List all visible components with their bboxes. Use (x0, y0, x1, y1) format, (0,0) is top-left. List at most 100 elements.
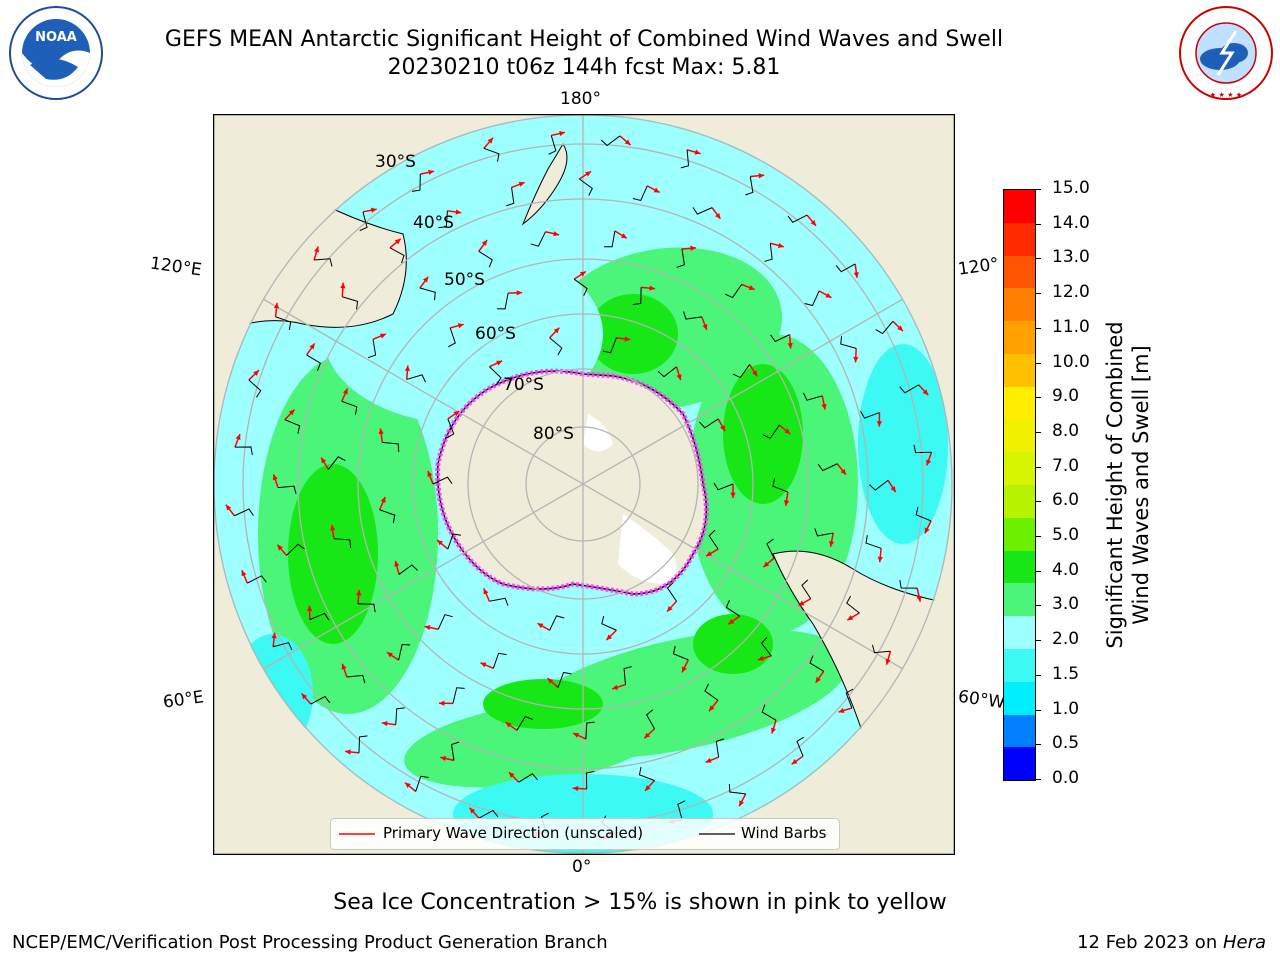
wave-arrow-head (235, 434, 241, 441)
wind-barb (761, 704, 777, 721)
wave-arrow-head (821, 403, 827, 410)
wind-barb (277, 485, 297, 494)
wind-barb (333, 538, 352, 548)
wind-barb (692, 207, 713, 215)
wind-barb (875, 320, 894, 335)
wind-barb (234, 508, 254, 517)
wave-arrow-head (682, 666, 687, 673)
wind-barb (358, 735, 368, 753)
wind-barb (432, 476, 453, 485)
wave-arrow-head (301, 693, 308, 700)
wind-barb (657, 366, 677, 378)
colorbar-swatch (1004, 681, 1035, 715)
wave-arrow-head (876, 421, 882, 427)
wind-barb (600, 135, 621, 147)
wind-barb (548, 135, 557, 155)
colorbar-tick-label: 8.0 (1052, 420, 1080, 441)
colorbar-swatch (1004, 648, 1035, 682)
wind-barb (342, 296, 359, 310)
chart-title: GEFS MEAN Antarctic Significant Height o… (164, 27, 1004, 52)
sea-ice-edge (435, 368, 709, 597)
wave-arrow-head (553, 327, 560, 334)
colorbar (1003, 189, 1036, 781)
wind-barb (286, 543, 305, 556)
wind-barb (708, 529, 719, 550)
wind-barb (683, 311, 702, 320)
wind-barb (672, 645, 689, 661)
wind-barb (601, 615, 617, 631)
wave-arrow-head (547, 678, 554, 684)
wind-barb (557, 671, 572, 688)
wave-arrow-head (705, 757, 712, 763)
wave-arrow-head (271, 632, 277, 639)
wind-barb (549, 615, 565, 631)
wind-barb (284, 419, 301, 434)
colorbar-tick-label: 11.0 (1052, 316, 1090, 337)
wave-arrow-head (422, 276, 429, 283)
wave-arrow-head (572, 785, 579, 792)
wave-arrow-head (345, 749, 351, 755)
wave-arrow-head (306, 605, 313, 612)
wave-arrow-head (829, 541, 835, 547)
wind-barb (770, 334, 790, 343)
footer-date-text: 12 Feb 2023 on (1077, 932, 1223, 953)
wind-barb (645, 709, 655, 730)
wave-arrow-head (386, 652, 393, 658)
wave-arrow-head (730, 492, 736, 498)
wind-barb (379, 509, 396, 524)
wave-arrow-head (314, 246, 320, 253)
wave-arrow-head (758, 173, 765, 179)
wave-arrow-head (702, 324, 708, 330)
wave-direction-arrows (225, 131, 933, 841)
footer-credit: NCEP/EMC/Verification Post Processing Pr… (12, 932, 608, 953)
wind-barb (483, 147, 500, 162)
wind-barb (275, 316, 292, 330)
wave-arrow-head (840, 468, 846, 475)
wave-arrow-head (728, 618, 735, 625)
svg-text:NOAA: NOAA (35, 30, 77, 45)
wind-barb (680, 149, 690, 169)
wave-arrow-head (505, 722, 512, 728)
wave-arrow-head (404, 782, 411, 788)
wave-arrow-head (437, 540, 443, 546)
colorbar-tick-label: 12.0 (1052, 282, 1090, 303)
wave-arrow-head (916, 595, 922, 602)
wave-arrow-head (645, 785, 651, 791)
lon-label-0: 0° (572, 857, 592, 877)
wave-arrow-head (838, 708, 845, 714)
colorbar-swatch (1004, 485, 1035, 518)
lat-label-70s: 70°S (503, 375, 544, 395)
wind-barb (234, 446, 253, 456)
wave-arrow-head (309, 343, 315, 350)
wave-arrow-head (438, 700, 445, 706)
wave-arrow-head (379, 333, 386, 339)
colorbar-swatch (1004, 714, 1035, 748)
wind-barb (713, 482, 734, 491)
wave-arrow-head (321, 457, 327, 464)
wave-arrow-head (340, 282, 346, 289)
wind-barb (604, 230, 616, 248)
wind-barb (804, 290, 820, 307)
footer-date: 12 Feb 2023 on Hera (1077, 932, 1266, 953)
wind-barb (585, 771, 595, 789)
colorbar-swatch (1004, 321, 1035, 354)
wave-arrow-head (825, 292, 832, 298)
wave-arrow-head (496, 360, 503, 366)
colorbar-tick-label: 0.0 (1052, 768, 1080, 788)
colorbar-tick-mark (1035, 223, 1041, 225)
wind-barb (913, 444, 932, 454)
wave-arrow-head (508, 772, 515, 778)
wave-arrow-head (273, 302, 280, 309)
lon-label-120w: 120° (956, 254, 1001, 280)
wave-arrow-head (620, 233, 627, 239)
wave-arrow-head (573, 733, 580, 738)
wind-barb (638, 766, 655, 781)
wave-arrow-head (378, 428, 384, 435)
wave-arrow-head (342, 388, 348, 395)
wind-barb (516, 715, 533, 731)
colorbar-tick-label: 6.0 (1052, 490, 1080, 511)
wave-arrow-head (644, 732, 651, 739)
lon-label-60e: 60°E (161, 687, 206, 713)
colorbar-tick-mark (1035, 293, 1041, 295)
wind-barb (437, 614, 453, 630)
